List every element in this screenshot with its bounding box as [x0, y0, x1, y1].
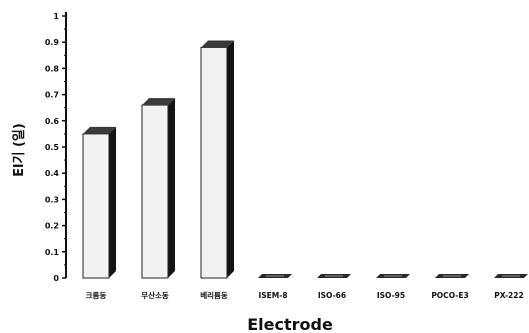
bar-top — [83, 126, 116, 134]
y-tick-label: 1 — [53, 12, 59, 21]
y-tick-label: 0.6 — [45, 117, 60, 126]
bar-side — [227, 40, 234, 278]
bar-face — [200, 46, 228, 279]
y-tick-label: 0.8 — [45, 64, 60, 73]
y-tick-label: 0 — [53, 274, 59, 283]
x-tick-label: 무산소동 — [141, 290, 169, 300]
x-axis-title: Electrode — [247, 315, 333, 333]
bar — [82, 126, 116, 279]
y-tick-label: 0.5 — [45, 143, 60, 152]
bar — [376, 274, 410, 278]
x-tick-label: ISEM-8 — [258, 291, 287, 300]
bar-face — [82, 133, 110, 279]
y-tick-label: 0.9 — [45, 38, 60, 47]
x-tick-label: ISO-66 — [318, 291, 346, 300]
x-tick-label: 베리륨동 — [200, 290, 228, 300]
bar-top — [201, 40, 234, 48]
y-tick-label: 0.2 — [45, 222, 59, 231]
bar — [141, 98, 175, 279]
bar — [435, 274, 469, 278]
y-tick-label: 0.1 — [45, 248, 60, 257]
bar — [258, 274, 292, 278]
bar — [200, 40, 234, 279]
x-tick-label: ISO-95 — [377, 291, 405, 300]
y-tick-label: 0.7 — [45, 91, 59, 100]
x-tick-label: PX-222 — [494, 291, 523, 300]
x-tick-label: POCO-E3 — [431, 291, 468, 300]
x-tick-label: 크롬동 — [86, 290, 107, 300]
bar-side — [168, 98, 175, 278]
y-tick-label: 0.3 — [45, 195, 59, 204]
y-axis-title: El기 (일) — [12, 123, 27, 177]
bar — [494, 274, 528, 278]
category-labels: 크롬동 무산소동 베리륨동 ISEM-8 ISO-66 ISO-95 POCO-E3 PX-2… — [86, 290, 524, 300]
bar-top — [142, 98, 175, 106]
bar-side — [109, 126, 116, 279]
y-tick-label: 0.4 — [45, 169, 60, 178]
y-axis-ticks: 0 0.1 0.2 0.3 0.4 0.5 0.6 0.7 0.8 0.9 1 — [45, 12, 66, 283]
bar-face — [141, 104, 169, 279]
bar — [317, 274, 351, 278]
bars — [82, 40, 528, 279]
